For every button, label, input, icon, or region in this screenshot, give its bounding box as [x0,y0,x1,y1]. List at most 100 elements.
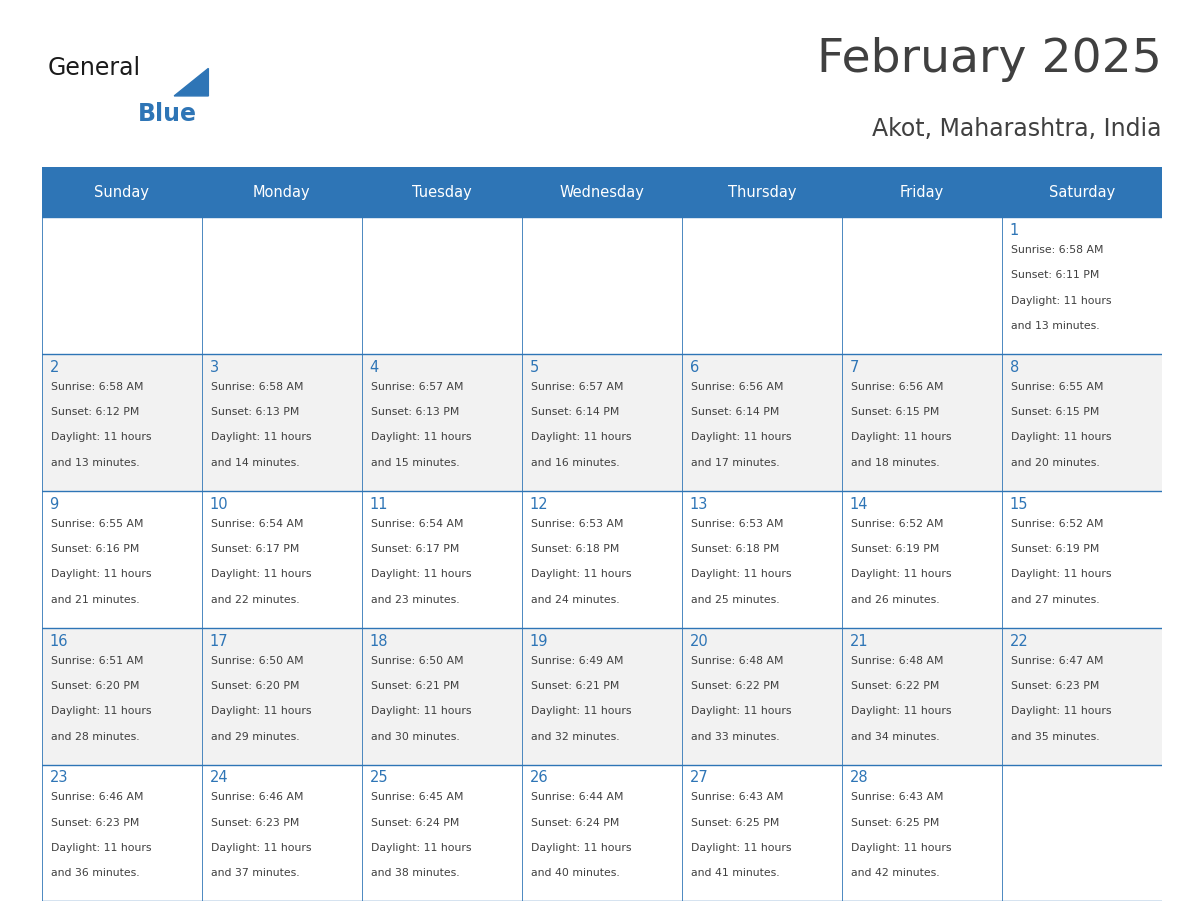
Text: and 33 minutes.: and 33 minutes. [690,732,779,742]
Text: Daylight: 11 hours: Daylight: 11 hours [851,706,952,716]
Bar [42,765,202,901]
Bar [682,765,842,901]
Bar [1001,491,1162,628]
Text: Sunrise: 6:45 AM: Sunrise: 6:45 AM [371,792,463,802]
Text: 21: 21 [849,633,868,648]
Bar [842,217,1001,354]
Text: Saturday: Saturday [1049,185,1116,199]
Text: Daylight: 11 hours: Daylight: 11 hours [371,432,472,442]
Text: Sunrise: 6:44 AM: Sunrise: 6:44 AM [531,792,624,802]
Text: General: General [48,56,141,81]
Text: Thursday: Thursday [727,185,796,199]
Text: Sunrise: 6:48 AM: Sunrise: 6:48 AM [851,655,943,666]
Text: Sunrise: 6:46 AM: Sunrise: 6:46 AM [51,792,143,802]
Bar [522,765,682,901]
Bar [522,354,682,491]
Text: and 13 minutes.: and 13 minutes. [51,458,139,468]
Bar [682,491,842,628]
Text: and 13 minutes.: and 13 minutes. [1011,321,1099,330]
Text: and 18 minutes.: and 18 minutes. [851,458,940,468]
Text: Daylight: 11 hours: Daylight: 11 hours [210,843,311,853]
Text: 14: 14 [849,497,868,511]
Polygon shape [175,69,208,95]
Text: Sunset: 6:23 PM: Sunset: 6:23 PM [51,818,139,828]
Bar [361,628,522,765]
Text: and 32 minutes.: and 32 minutes. [531,732,619,742]
Text: Daylight: 11 hours: Daylight: 11 hours [851,843,952,853]
Text: and 40 minutes.: and 40 minutes. [531,868,619,879]
Text: Monday: Monday [253,185,310,199]
Text: and 15 minutes.: and 15 minutes. [371,458,460,468]
Text: Sunrise: 6:54 AM: Sunrise: 6:54 AM [371,519,463,529]
Text: 8: 8 [1010,360,1019,375]
Text: Akot, Maharashtra, India: Akot, Maharashtra, India [872,118,1162,141]
Text: February 2025: February 2025 [817,37,1162,82]
Text: and 35 minutes.: and 35 minutes. [1011,732,1099,742]
Text: and 16 minutes.: and 16 minutes. [531,458,619,468]
Text: Daylight: 11 hours: Daylight: 11 hours [531,843,631,853]
Bar [842,628,1001,765]
Text: Sunrise: 6:47 AM: Sunrise: 6:47 AM [1011,655,1104,666]
Text: Daylight: 11 hours: Daylight: 11 hours [371,569,472,579]
Text: 12: 12 [530,497,548,511]
Text: Daylight: 11 hours: Daylight: 11 hours [51,843,151,853]
Text: Daylight: 11 hours: Daylight: 11 hours [371,843,472,853]
Text: Daylight: 11 hours: Daylight: 11 hours [851,432,952,442]
Text: and 17 minutes.: and 17 minutes. [690,458,779,468]
Text: Sunset: 6:19 PM: Sunset: 6:19 PM [851,544,940,554]
Text: Sunrise: 6:56 AM: Sunrise: 6:56 AM [690,382,783,392]
Text: Sunrise: 6:58 AM: Sunrise: 6:58 AM [1011,245,1104,255]
Text: and 25 minutes.: and 25 minutes. [690,595,779,605]
Text: 6: 6 [689,360,699,375]
Text: 18: 18 [369,633,388,648]
Bar [522,628,682,765]
Text: Sunrise: 6:48 AM: Sunrise: 6:48 AM [690,655,783,666]
Text: Sunset: 6:23 PM: Sunset: 6:23 PM [210,818,299,828]
Bar [522,217,682,354]
Text: Sunrise: 6:54 AM: Sunrise: 6:54 AM [210,519,303,529]
Text: Sunset: 6:21 PM: Sunset: 6:21 PM [371,681,459,691]
Text: 15: 15 [1010,497,1028,511]
Bar [202,354,361,491]
Text: Sunset: 6:15 PM: Sunset: 6:15 PM [851,408,940,417]
Text: and 26 minutes.: and 26 minutes. [851,595,940,605]
Text: Sunset: 6:17 PM: Sunset: 6:17 PM [371,544,459,554]
Text: Sunset: 6:16 PM: Sunset: 6:16 PM [51,544,139,554]
Text: 11: 11 [369,497,388,511]
Text: and 38 minutes.: and 38 minutes. [371,868,460,879]
Bar [682,354,842,491]
Text: 2: 2 [50,360,58,375]
Text: and 42 minutes.: and 42 minutes. [851,868,940,879]
Bar [42,217,202,354]
Text: Daylight: 11 hours: Daylight: 11 hours [531,569,631,579]
Text: Sunrise: 6:51 AM: Sunrise: 6:51 AM [51,655,143,666]
Text: Tuesday: Tuesday [412,185,472,199]
Text: and 21 minutes.: and 21 minutes. [51,595,139,605]
Text: Sunset: 6:21 PM: Sunset: 6:21 PM [531,681,619,691]
Text: Daylight: 11 hours: Daylight: 11 hours [51,706,151,716]
Text: 25: 25 [369,770,388,786]
Bar [42,354,202,491]
Text: Sunset: 6:23 PM: Sunset: 6:23 PM [1011,681,1099,691]
Text: Sunset: 6:11 PM: Sunset: 6:11 PM [1011,270,1099,280]
Bar [842,491,1001,628]
Text: Daylight: 11 hours: Daylight: 11 hours [51,569,151,579]
Text: and 22 minutes.: and 22 minutes. [210,595,299,605]
Text: and 27 minutes.: and 27 minutes. [1011,595,1099,605]
Text: 1: 1 [1010,223,1019,238]
Bar [522,491,682,628]
Text: Blue: Blue [138,102,197,126]
Text: and 41 minutes.: and 41 minutes. [690,868,779,879]
Text: Daylight: 11 hours: Daylight: 11 hours [1011,569,1111,579]
Text: Daylight: 11 hours: Daylight: 11 hours [210,569,311,579]
Text: Sunset: 6:25 PM: Sunset: 6:25 PM [690,818,779,828]
Text: Sunrise: 6:57 AM: Sunrise: 6:57 AM [531,382,624,392]
Bar [42,167,1162,217]
Bar [1001,628,1162,765]
Text: Sunset: 6:20 PM: Sunset: 6:20 PM [51,681,139,691]
Bar [682,217,842,354]
Text: and 20 minutes.: and 20 minutes. [1011,458,1100,468]
Text: and 37 minutes.: and 37 minutes. [210,868,299,879]
Bar [842,354,1001,491]
Text: Sunrise: 6:43 AM: Sunrise: 6:43 AM [690,792,783,802]
